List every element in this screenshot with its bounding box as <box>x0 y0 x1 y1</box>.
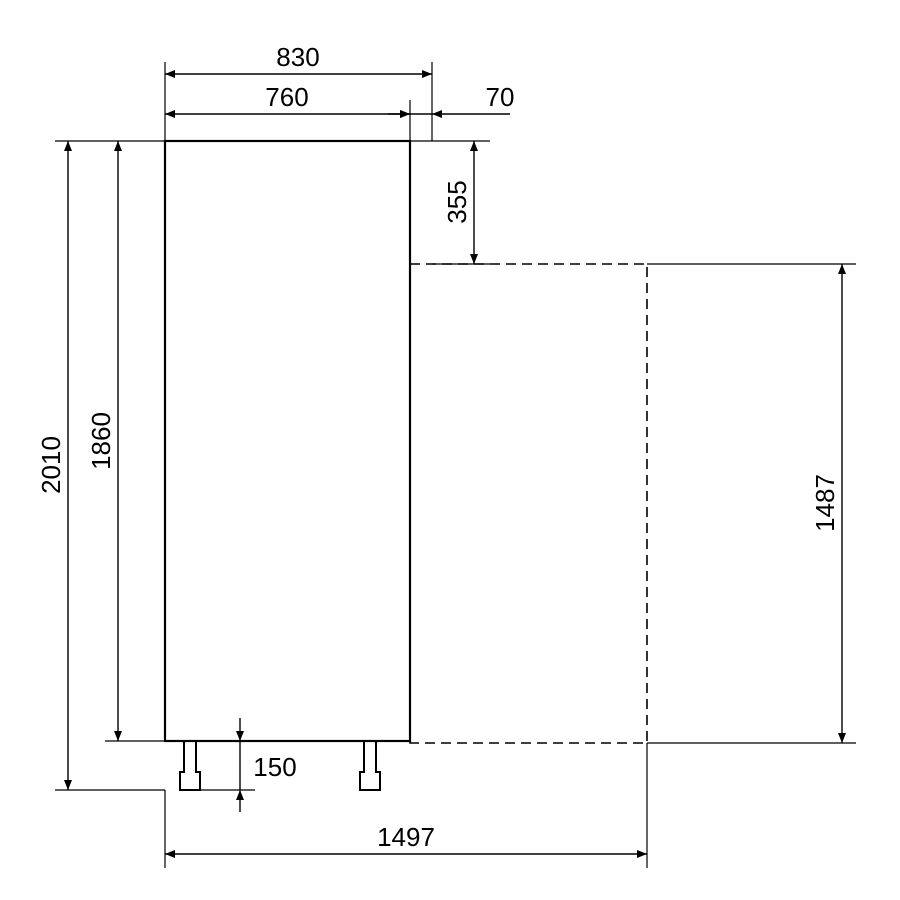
dim-1860: 1860 <box>86 412 116 470</box>
door-open-outline <box>410 264 647 743</box>
dim-1487: 1487 <box>810 474 840 532</box>
cabinet-body <box>165 141 410 741</box>
dim-760: 760 <box>265 82 308 112</box>
technical-drawing: 830 760 70 2010 1860 355 1487 150 1497 <box>0 0 900 900</box>
dimension-labels: 830 760 70 2010 1860 355 1487 150 1497 <box>36 42 840 852</box>
dim-355: 355 <box>442 180 472 223</box>
dim-2010: 2010 <box>36 436 66 494</box>
dim-70: 70 <box>486 82 515 112</box>
dim-830: 830 <box>276 42 319 72</box>
dim-150: 150 <box>253 752 296 782</box>
dim-1497: 1497 <box>377 822 435 852</box>
